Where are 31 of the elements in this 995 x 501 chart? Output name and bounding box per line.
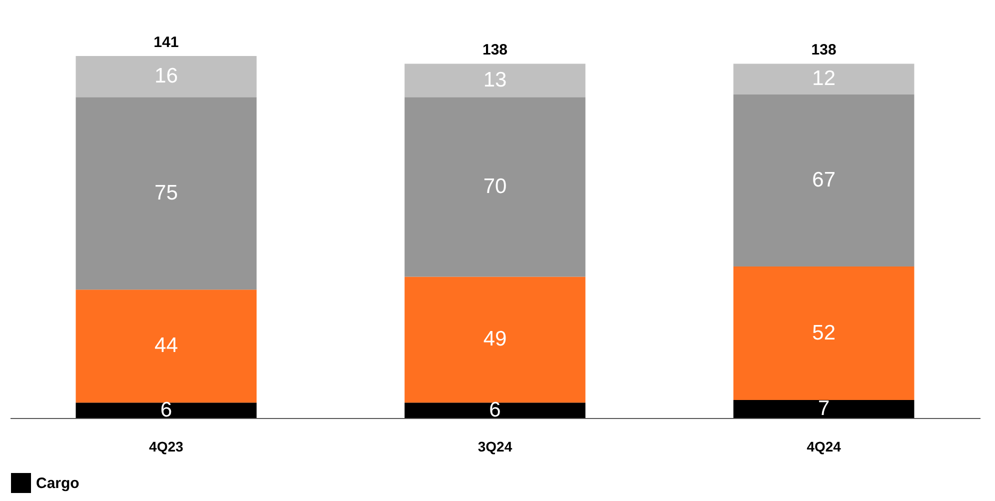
data-label: 6 — [160, 398, 172, 422]
bar — [76, 402, 257, 418]
legend-label: Cargo — [36, 475, 80, 492]
data-label: 13 — [483, 68, 507, 92]
data-label: 16 — [154, 64, 178, 88]
bar — [76, 56, 257, 98]
bar — [404, 402, 586, 418]
x-tick-label: 4Q23 — [149, 438, 184, 454]
data-label: 49 — [483, 328, 507, 351]
bar — [76, 97, 257, 290]
total-label: 141 — [154, 34, 179, 51]
data-label: 75 — [154, 181, 178, 204]
total-label: 138 — [811, 42, 836, 59]
data-label: 44 — [154, 334, 178, 358]
total-label: 138 — [482, 42, 508, 59]
bar — [404, 276, 586, 403]
data-label: 52 — [812, 321, 836, 344]
data-label: 70 — [483, 174, 507, 198]
bar — [733, 266, 914, 400]
bar — [733, 64, 914, 95]
data-label: 67 — [812, 168, 836, 192]
data-label: 6 — [489, 398, 501, 422]
bar — [76, 290, 257, 403]
bar — [733, 400, 914, 418]
x-tick-label: 4Q24 — [806, 438, 842, 454]
bar — [733, 94, 914, 267]
x-tick-label: 3Q24 — [478, 438, 512, 454]
data-label: 7 — [818, 397, 830, 420]
bar — [404, 64, 586, 98]
bar — [404, 97, 586, 277]
data-label: 12 — [812, 67, 836, 90]
